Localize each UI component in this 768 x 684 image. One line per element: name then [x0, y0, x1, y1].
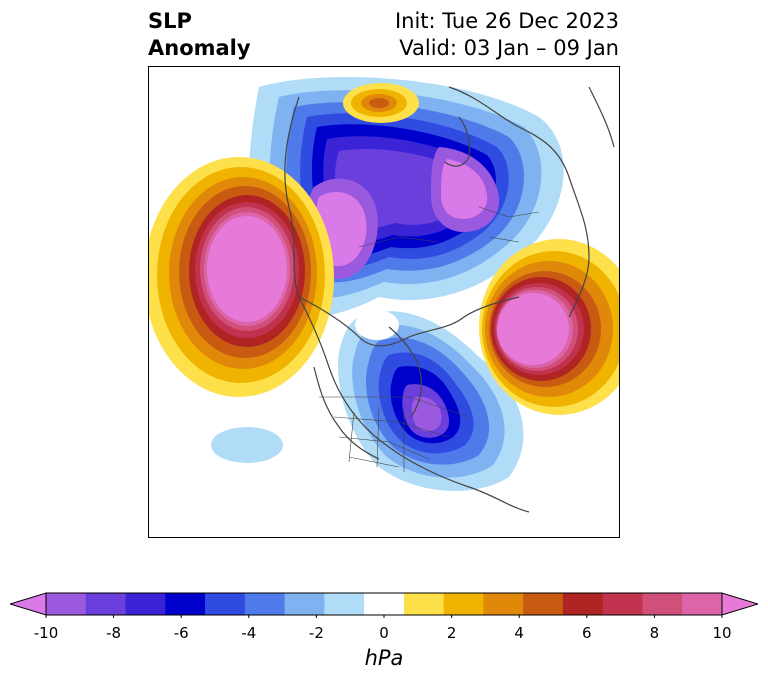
- colorbar-segment: [324, 593, 365, 615]
- init-time: Init: Tue 26 Dec 2023: [394, 9, 619, 33]
- valid-range: Valid: 03 Jan – 09 Jan: [399, 36, 619, 60]
- colorbar-tick-label: 4: [514, 624, 524, 642]
- colorbar-tick-label: 10: [712, 624, 732, 642]
- negative-anomaly-subtropical-pacific: [211, 427, 283, 463]
- colorbar-segment: [364, 593, 405, 615]
- colorbar-segment: [682, 593, 723, 615]
- colorbar-segment: [642, 593, 683, 615]
- colorbar-segment: [46, 593, 87, 615]
- colorbar-tick-label: -8: [106, 624, 122, 642]
- colorbar-min-extend: [10, 592, 47, 616]
- colorbar-tick-label: -2: [308, 624, 324, 642]
- colorbar-segment: [443, 593, 484, 615]
- coastlines: [284, 86, 615, 513]
- colorbar-unit: hPa: [364, 646, 404, 670]
- colorbar: [10, 592, 758, 618]
- colorbar-tick-label: 0: [379, 624, 389, 642]
- colorbar-segment: [165, 593, 206, 615]
- colorbar-segment: [85, 593, 127, 615]
- colorbar-segment: [125, 593, 166, 615]
- colorbar-tick-label: -10: [33, 624, 59, 642]
- negative-anomaly-arctic-siberia: [249, 77, 564, 316]
- colorbar-tick-label: 2: [446, 624, 457, 642]
- negative-anomaly-eastern-canada: [338, 311, 524, 491]
- title-field: Anomaly: [148, 36, 251, 60]
- colorbar-segment: [284, 593, 325, 615]
- colorbar-max-extend: [721, 592, 758, 616]
- colorbar-segment: [483, 593, 524, 615]
- title-variable: SLP: [148, 9, 192, 33]
- political-borders: [319, 206, 540, 472]
- positive-anomaly-north-pacific: [149, 157, 334, 397]
- colorbar-segment: [602, 593, 643, 615]
- neutral-anomaly-hudson-bay: [355, 310, 399, 340]
- colorbar-segment: [523, 593, 564, 615]
- positive-anomaly-northwest-europe: [479, 239, 619, 415]
- chart-title-right: Init: Tue 26 Dec 2023 Valid: 03 Jan – 09…: [395, 8, 619, 62]
- colorbar-segment: [205, 593, 246, 615]
- chart-title-left: SLP Anomaly: [148, 8, 251, 62]
- colorbar-ticks: [45, 615, 723, 618]
- colorbar-tick-label: -4: [241, 624, 257, 642]
- colorbar-segment: [403, 593, 445, 615]
- colorbar-tick-label: 8: [649, 624, 660, 642]
- positive-anomaly-north-central-arctic: [343, 83, 419, 123]
- colorbar-segments: [46, 593, 723, 615]
- colorbar-segment: [562, 593, 604, 615]
- colorbar-tick-label: 6: [582, 624, 592, 642]
- colorbar-tick-label: -6: [173, 624, 189, 642]
- anomaly-map: [149, 67, 619, 537]
- colorbar-segment: [244, 593, 286, 615]
- map-panel: [148, 66, 620, 538]
